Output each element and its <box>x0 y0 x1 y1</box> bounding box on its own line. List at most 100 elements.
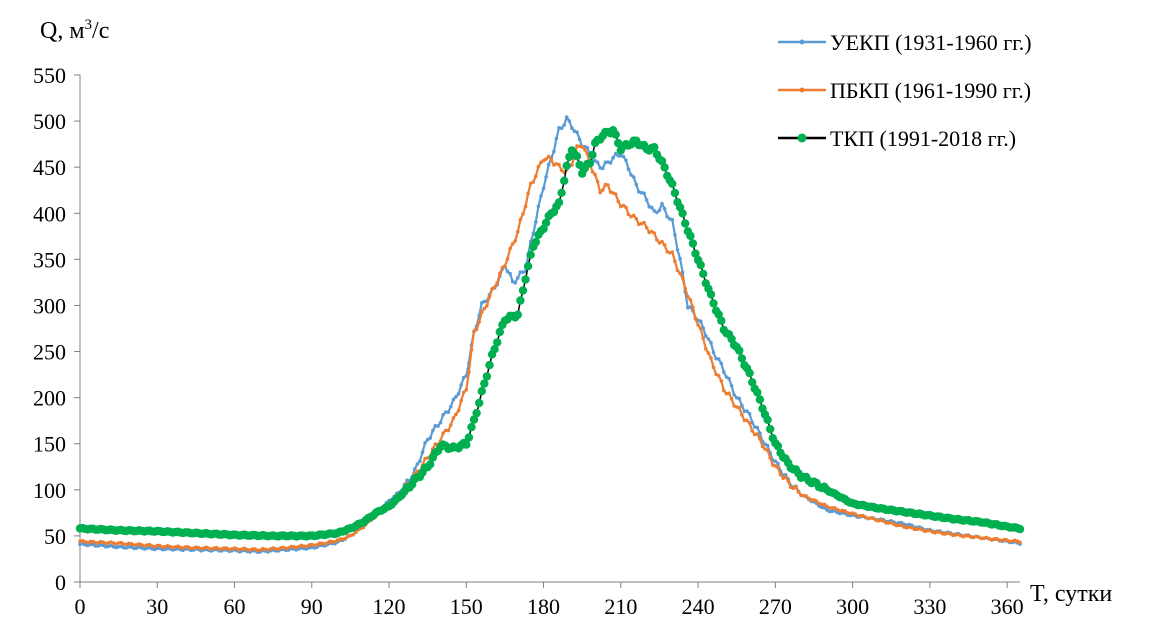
data-point <box>503 264 507 268</box>
data-point <box>116 544 121 549</box>
data-point <box>431 428 435 433</box>
data-point <box>642 191 646 195</box>
data-point <box>830 509 834 513</box>
data-point <box>660 163 669 172</box>
data-point <box>536 164 541 169</box>
data-point <box>531 180 536 184</box>
data-point <box>475 398 484 408</box>
data-point <box>557 188 566 197</box>
data-point <box>451 397 456 402</box>
data-point <box>655 210 659 215</box>
y-axis-title-superscript: 3 <box>85 17 93 33</box>
data-point <box>773 441 783 451</box>
data-point <box>719 361 724 366</box>
data-point <box>912 527 917 531</box>
data-point <box>657 156 667 166</box>
data-point <box>704 347 708 351</box>
data-point <box>696 260 705 270</box>
y-axis-title: Q, м3/с <box>40 17 109 44</box>
data-point <box>696 323 700 327</box>
data-point <box>279 546 283 550</box>
data-point <box>132 543 136 547</box>
data-point <box>740 413 744 417</box>
data-point <box>740 403 744 408</box>
data-point <box>212 546 216 550</box>
data-point <box>469 347 474 352</box>
data-point <box>737 406 742 410</box>
data-point <box>593 172 597 177</box>
data-point <box>482 306 487 311</box>
data-point <box>678 209 687 218</box>
data-point <box>595 160 600 165</box>
data-point <box>454 395 458 399</box>
data-point <box>631 213 636 218</box>
data-point <box>493 338 502 347</box>
data-point <box>722 388 726 393</box>
data-point <box>521 275 530 284</box>
data-point <box>691 249 700 258</box>
data-point <box>505 269 510 274</box>
data-point <box>559 126 564 130</box>
series-layer <box>75 114 1025 554</box>
legend-marker <box>797 133 807 143</box>
data-point <box>585 152 590 156</box>
series-1 <box>78 114 1022 554</box>
data-point <box>526 250 535 259</box>
data-point <box>644 198 649 202</box>
data-point <box>441 413 445 417</box>
data-point <box>665 215 669 219</box>
data-point <box>562 123 566 127</box>
data-point <box>222 546 226 550</box>
data-point <box>188 546 193 551</box>
data-point <box>662 243 667 247</box>
data-point <box>709 356 713 360</box>
data-point <box>742 409 747 414</box>
data-point <box>624 158 628 163</box>
data-point <box>753 388 762 397</box>
data-point <box>698 319 703 324</box>
x-tick-label: 300 <box>836 594 869 619</box>
data-point <box>487 295 492 299</box>
data-point <box>467 370 471 375</box>
data-point <box>807 496 811 501</box>
data-point <box>480 379 489 388</box>
data-point <box>830 506 834 510</box>
data-point <box>438 420 443 425</box>
data-point <box>482 299 487 304</box>
x-tick-label: 270 <box>759 594 792 619</box>
data-point <box>624 205 628 210</box>
data-point <box>88 542 93 547</box>
data-point <box>766 424 775 434</box>
y-tick-label: 250 <box>33 340 66 365</box>
data-point <box>572 152 582 161</box>
data-point <box>822 502 827 507</box>
data-point <box>485 304 489 308</box>
data-point <box>116 541 121 545</box>
data-point <box>680 276 685 280</box>
data-point <box>611 130 620 139</box>
data-point <box>461 390 466 395</box>
data-point <box>528 239 533 244</box>
y-tick-label: 450 <box>33 155 66 180</box>
data-point <box>840 511 845 515</box>
data-point <box>892 522 896 526</box>
data-point <box>827 506 832 510</box>
data-point <box>698 326 703 331</box>
data-point <box>577 137 582 142</box>
series-line <box>79 128 1021 538</box>
data-point <box>755 395 765 404</box>
data-point <box>490 287 494 291</box>
data-point <box>745 368 754 378</box>
data-point <box>621 154 626 159</box>
data-point <box>464 388 469 392</box>
data-point <box>765 443 770 448</box>
data-point <box>992 537 996 541</box>
data-point <box>585 159 595 168</box>
data-point <box>454 412 458 417</box>
series-line <box>79 114 1021 554</box>
data-point <box>910 525 914 530</box>
data-point <box>523 204 528 209</box>
data-point <box>546 154 551 159</box>
data-point <box>691 305 695 310</box>
data-point <box>428 436 433 440</box>
